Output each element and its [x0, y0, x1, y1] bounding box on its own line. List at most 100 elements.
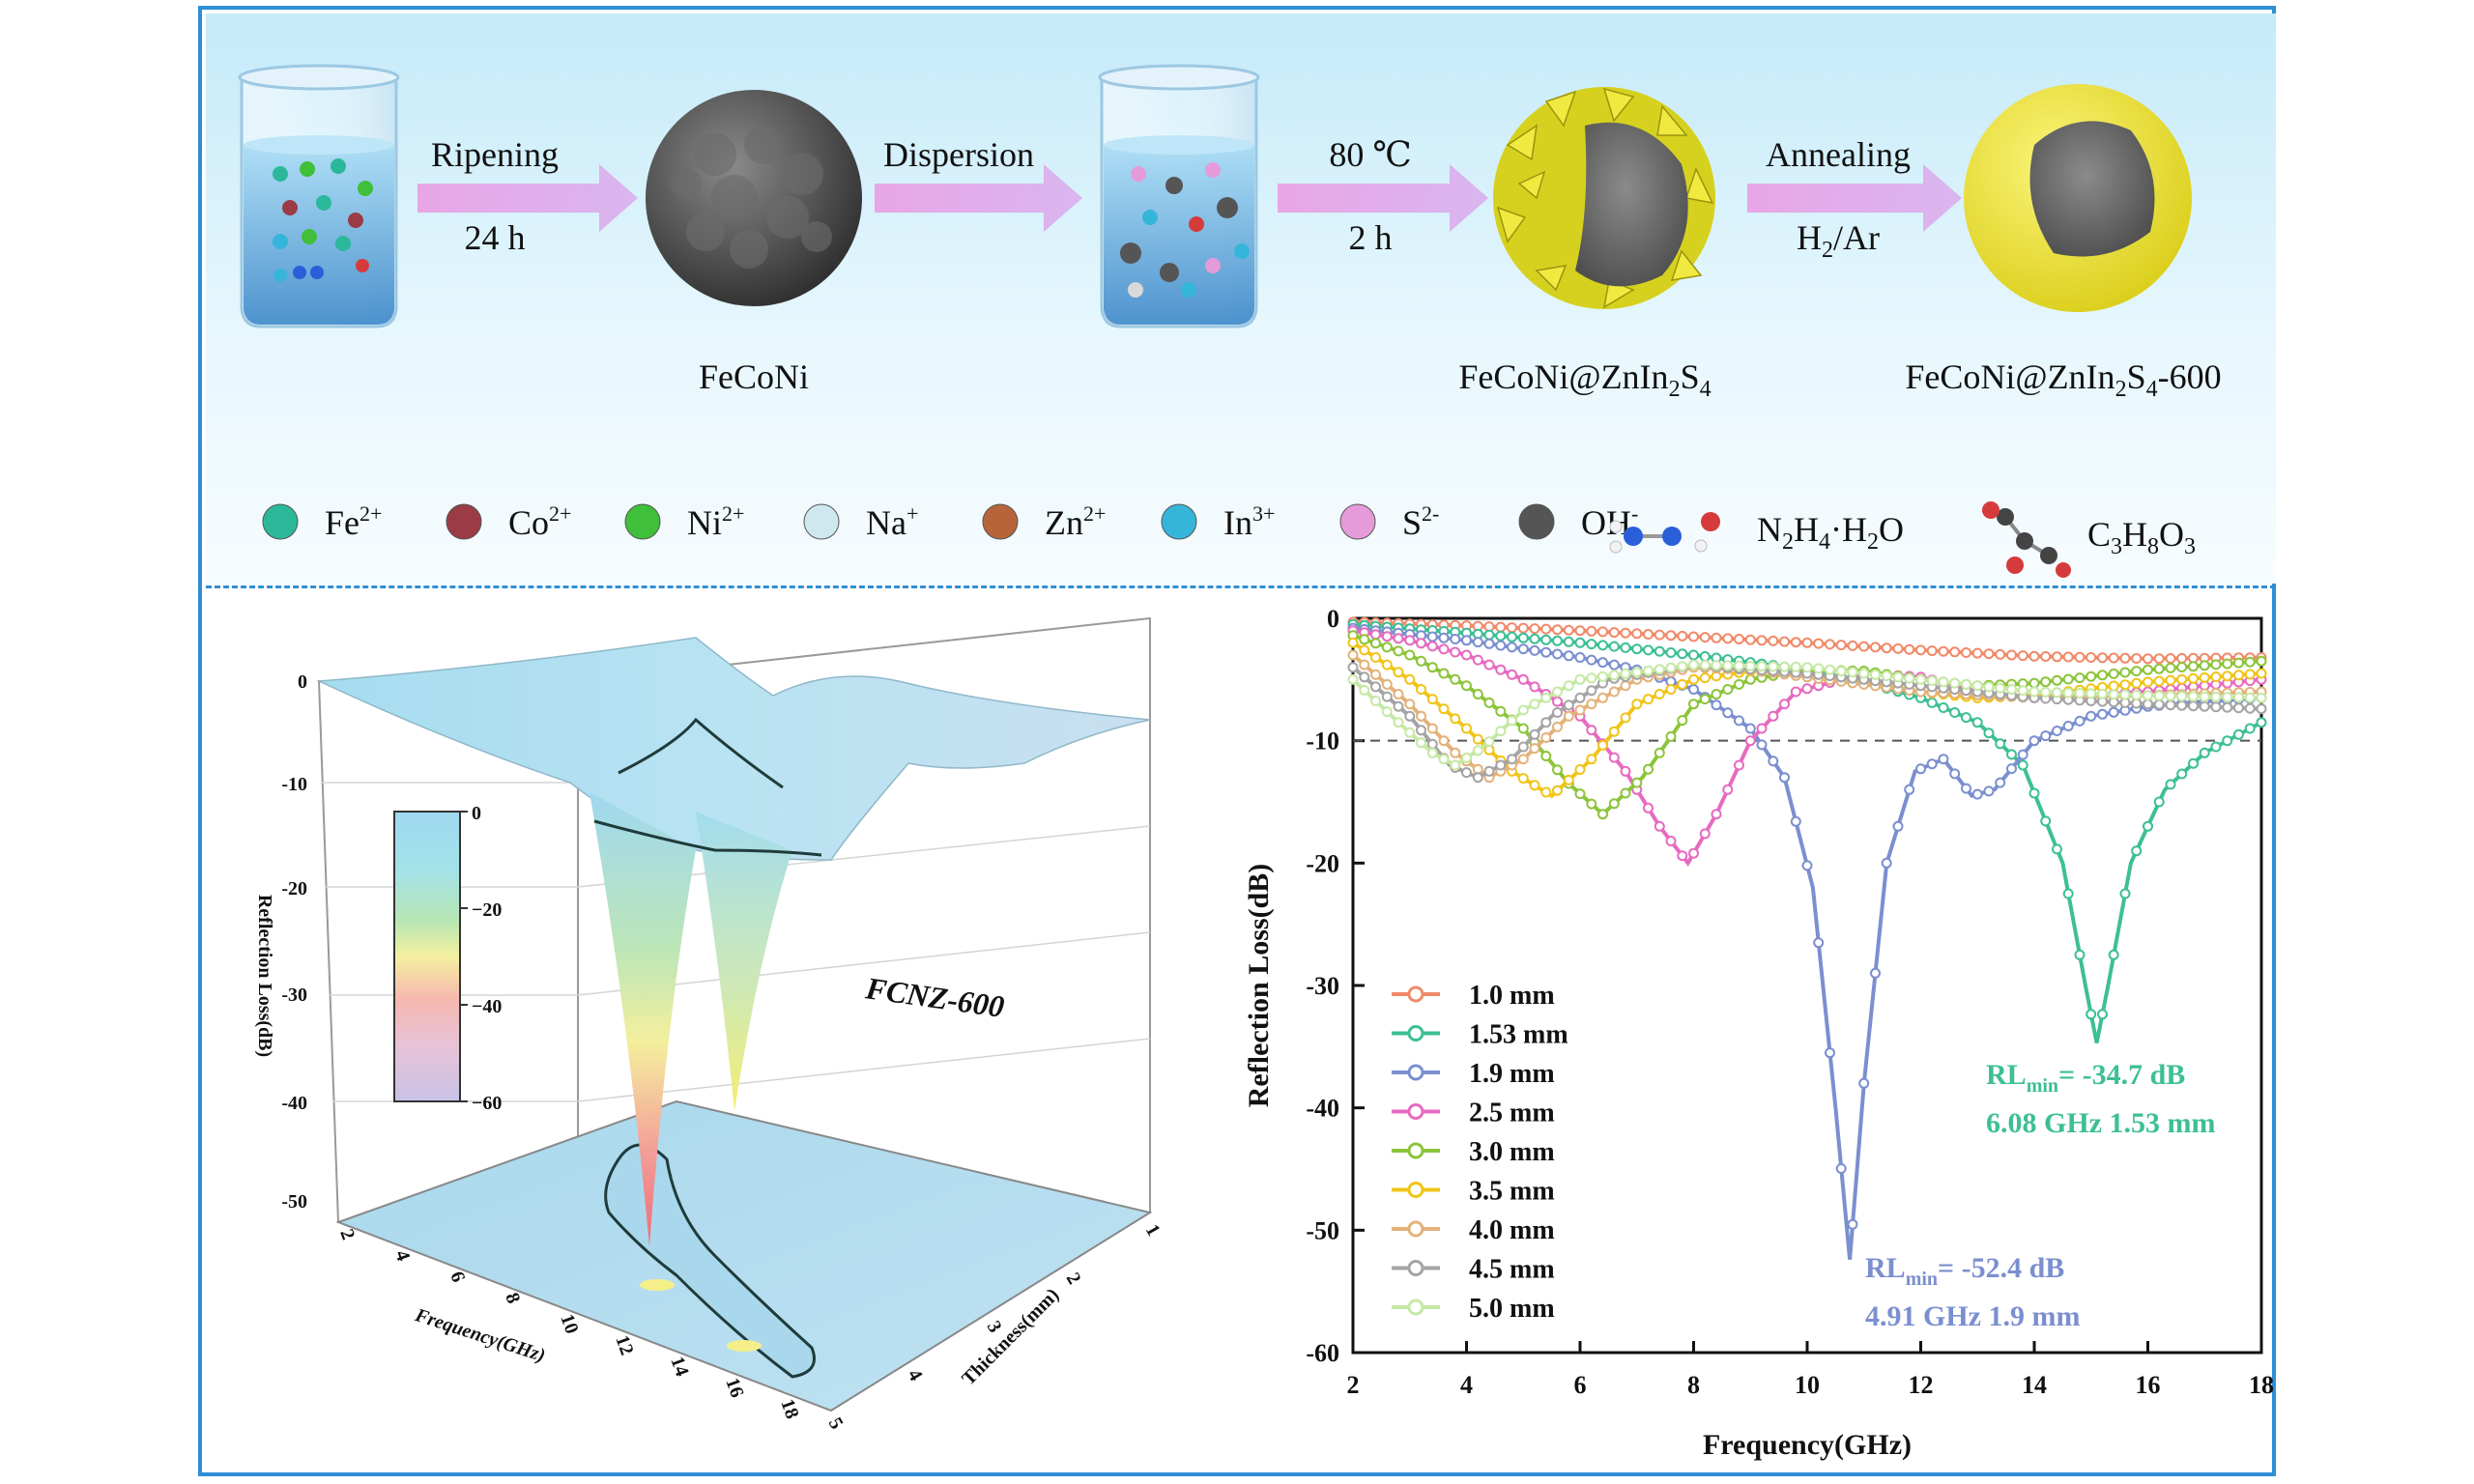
series-45mm-marker	[1563, 699, 1574, 711]
series-50mm-marker	[1813, 663, 1825, 674]
series-35mm-marker	[2188, 672, 2199, 684]
series-153mm-marker	[1517, 632, 1529, 643]
step-label-80c: 80 ℃	[1329, 135, 1411, 174]
series-50mm-marker	[1904, 672, 1915, 684]
series-25mm-marker	[1620, 765, 1631, 777]
series-25mm-marker	[1404, 635, 1416, 646]
series-50mm-marker	[2188, 691, 2199, 702]
series-35mm-marker	[1654, 689, 1665, 699]
series-153mm-marker	[1540, 634, 1552, 645]
series-10mm-marker	[1926, 645, 1938, 657]
series-30mm-marker	[1574, 788, 1586, 800]
series-40mm-marker	[1416, 710, 1426, 722]
ytick-label: -10	[1306, 728, 1339, 756]
series-35mm-marker	[1552, 785, 1563, 796]
series-50mm-marker	[1835, 666, 1847, 676]
series-25mm-marker	[1756, 723, 1768, 734]
series-153mm-marker	[2097, 1009, 2108, 1020]
series-19mm-marker	[1495, 640, 1507, 651]
series-40mm-marker	[1597, 692, 1608, 703]
series-10mm-marker	[1654, 629, 1665, 641]
series-50mm-marker	[2143, 690, 2153, 701]
series-50mm-marker	[2040, 686, 2052, 698]
series-30mm-marker	[1722, 684, 1734, 695]
annotation-19-line2: 4.91 GHz 1.9 mm	[1865, 1300, 2080, 1332]
series-19mm-marker	[1847, 1218, 1858, 1230]
series-30mm-marker	[1586, 798, 1597, 810]
series-19mm-marker	[2006, 763, 2017, 775]
series-45mm-marker	[1574, 692, 1586, 703]
series-50mm-marker	[1892, 671, 1904, 683]
ztick-3d: -50	[281, 1191, 307, 1213]
series-153mm-marker	[1938, 702, 1949, 713]
series-35mm-marker	[1359, 644, 1370, 656]
xtick-3d: 18	[776, 1396, 803, 1421]
arrow-ripening	[417, 164, 638, 232]
series-153mm-marker	[1949, 707, 1961, 718]
legend-30mm-label: 3.0 mm	[1469, 1137, 1555, 1167]
series-40mm-marker	[1393, 689, 1404, 699]
series-19mm-marker	[1711, 699, 1722, 711]
series-153mm-marker	[2040, 815, 2052, 827]
series-153mm-marker	[1631, 643, 1643, 655]
series-50mm-marker	[1586, 672, 1597, 684]
series-19mm-marker	[1870, 967, 1881, 979]
legend-dot-s	[1339, 503, 1376, 540]
series-50mm-marker	[1540, 692, 1552, 703]
series-50mm-marker	[1847, 667, 1858, 678]
spike-main	[590, 792, 696, 1246]
series-35mm-marker	[1370, 652, 1381, 663]
series-30mm-marker	[2188, 661, 2199, 672]
series-10mm-marker	[1904, 643, 1915, 655]
ytick-label: -30	[1306, 972, 1339, 1000]
series-30mm-marker	[1631, 777, 1643, 788]
series-10mm-marker	[1711, 632, 1722, 643]
series-50mm-marker	[1529, 699, 1540, 710]
ytick-label: -50	[1306, 1216, 1339, 1244]
series-30mm-marker	[1620, 787, 1631, 799]
series-10mm-marker	[2074, 651, 2086, 663]
series-45mm-marker	[2210, 701, 2222, 713]
ytick-label: -40	[1306, 1095, 1339, 1123]
ytick-3d: 1	[1141, 1221, 1165, 1241]
annotation-153-line2: 6.08 GHz 1.53 mm	[1986, 1107, 2215, 1139]
series-45mm-marker	[1404, 710, 1416, 722]
series-50mm-marker	[1347, 673, 1359, 685]
series-25mm-marker	[1665, 836, 1677, 846]
series-25mm-marker	[1688, 847, 1699, 859]
series-153mm-marker	[2153, 796, 2165, 808]
series-40mm-marker	[1359, 659, 1370, 671]
series-153mm-marker	[2233, 728, 2244, 740]
series-10mm-marker	[2040, 651, 2052, 662]
series-19mm-marker	[1825, 1047, 1835, 1059]
series-40mm-marker	[1608, 686, 1620, 698]
series-153mm-marker	[1699, 651, 1711, 662]
ion-dots-2	[1120, 162, 1250, 298]
series-19mm-marker	[1597, 657, 1608, 669]
series-25mm-marker	[1608, 752, 1620, 763]
series-30mm-marker	[1552, 764, 1563, 776]
series-35mm-marker	[2108, 680, 2119, 692]
series-50mm-marker	[1768, 661, 1779, 672]
series-153mm-marker	[1926, 697, 1938, 708]
series-50mm-marker	[2199, 691, 2210, 702]
series-10mm-marker	[1768, 635, 1779, 646]
xtick-label: 14	[2022, 1371, 2047, 1399]
series-10mm-marker	[2017, 650, 2028, 662]
series-35mm-marker	[2210, 671, 2222, 682]
series-10mm-marker	[1552, 624, 1563, 636]
series-50mm-marker	[2086, 688, 2097, 699]
series-50mm	[1347, 659, 2267, 771]
series-153mm-marker	[1677, 648, 1688, 660]
step-label-2h: 2 h	[1349, 218, 1393, 257]
series-50mm-marker	[2222, 692, 2233, 703]
series-40mm-marker	[1426, 723, 1438, 734]
series-45mm-marker	[1426, 738, 1438, 750]
series-153mm-marker	[1586, 639, 1597, 650]
series-50mm-marker	[2074, 688, 2086, 699]
series-10mm-marker	[2176, 652, 2188, 664]
series-19mm-marker	[2017, 749, 2028, 760]
xlabel-3d: Frequency(GHz)	[412, 1304, 548, 1366]
series-10mm-marker	[1608, 627, 1620, 639]
series-25mm-marker	[1426, 641, 1438, 652]
